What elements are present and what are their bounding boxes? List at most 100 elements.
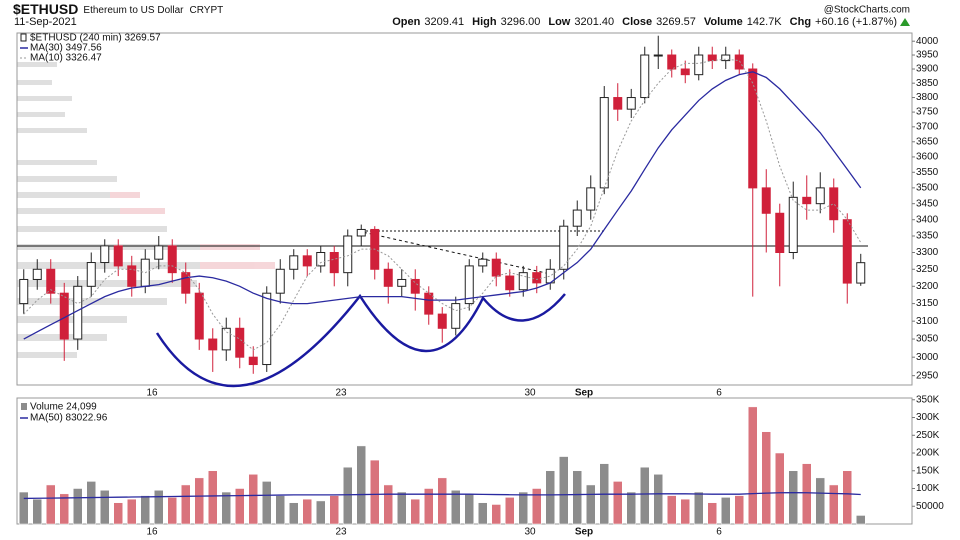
candle-body: [491, 258, 501, 277]
volume-bar: [262, 481, 272, 525]
x-tick-label: 30: [524, 527, 536, 538]
vbp-bar: [17, 262, 237, 269]
y-tick-label: 250K: [916, 430, 940, 441]
candle-body: [316, 252, 326, 267]
vbp-bar: [17, 176, 117, 182]
cup-annotation: [155, 293, 566, 388]
candle-body: [721, 54, 731, 62]
volume-bar: [410, 498, 420, 525]
candle-body: [613, 97, 623, 110]
candle-body: [19, 278, 29, 305]
quote-value: 142.7K: [747, 16, 783, 28]
volume-bar: [613, 481, 623, 525]
candle-body: [761, 187, 771, 214]
volume-bar: [194, 477, 204, 525]
volume-bar: [545, 470, 555, 525]
volume-bar: [775, 452, 785, 525]
vbp-bar: [17, 160, 97, 165]
candle-body: [707, 54, 717, 62]
volume-bar: [437, 477, 447, 525]
candle-body: [532, 272, 542, 284]
volume-bar: [113, 502, 123, 525]
legend-label: MA(10) 3326.47: [30, 53, 102, 64]
vbp-bar: [17, 192, 137, 198]
quote-value: 3269.57: [656, 16, 696, 28]
volume-bar: [343, 466, 353, 525]
y-tick-label: 2950: [916, 370, 939, 381]
volume-bar: [856, 515, 866, 525]
volume-bar: [626, 491, 636, 525]
y-tick-label: 3100: [916, 316, 939, 327]
y-tick-label: 3300: [916, 247, 939, 258]
candle-body: [748, 68, 758, 189]
volume-bar: [329, 495, 339, 525]
candle-body: [208, 338, 218, 351]
candle-body: [32, 268, 42, 280]
quote-line: Open 3209.41 High 3296.00 Low 3201.40 Close 326…: [392, 16, 897, 28]
price-legend: $ETHUSD (240 min) 3269.57 MA(30) 3497.56…: [20, 33, 161, 64]
volume-bar: [505, 497, 515, 525]
candle-body: [559, 225, 569, 270]
vbp-bar: [110, 192, 140, 198]
candle-body: [86, 262, 96, 287]
candle-body: [437, 313, 447, 329]
volume-bar: [46, 484, 56, 525]
y-tick-label: 3800: [916, 92, 939, 103]
volume-bar: [424, 488, 434, 525]
candle-body: [154, 245, 164, 260]
y-tick-label: 3350: [916, 231, 939, 242]
y-tick-label: 3400: [916, 214, 939, 225]
change-arrow: [900, 18, 910, 26]
volume-bar: [208, 470, 218, 525]
vbp-bar: [17, 298, 167, 305]
candle-body: [734, 54, 744, 70]
y-tick-label: 50000: [916, 501, 944, 512]
volume-bar: [815, 477, 825, 525]
instrument-name: Ethereum to US Dollar: [83, 5, 184, 16]
y-tick-label: 3150: [916, 298, 939, 309]
moving-average: [23, 58, 862, 351]
candle-body: [694, 54, 704, 76]
y-tick-label: 300K: [916, 412, 940, 423]
volume-moving-average: [23, 491, 861, 500]
volume-bar: [694, 491, 704, 525]
y-tick-label: 3700: [916, 121, 939, 132]
candle-body: [829, 187, 839, 221]
candle-body: [383, 268, 393, 287]
volume-bar: [383, 484, 393, 525]
quote-label: Volume: [704, 16, 743, 28]
vbp-bar: [17, 80, 52, 85]
volume-bar: [680, 498, 690, 525]
vbp-bar: [200, 262, 275, 269]
candle-body: [100, 245, 110, 264]
candle-body: [788, 196, 798, 254]
volume-bar: [653, 474, 663, 525]
y-tick-label: 3250: [916, 264, 939, 275]
volume-bar: [464, 493, 474, 525]
candle-body: [464, 265, 474, 305]
candle-body: [113, 245, 123, 267]
legend-label: Volume 24,099: [30, 402, 97, 413]
symbol: $ETHUSD: [13, 1, 78, 17]
date: 11-Sep-2021: [14, 16, 77, 28]
quote-value: 3201.40: [574, 16, 614, 28]
volume-bar: [748, 406, 758, 525]
quote-label: Low: [548, 16, 570, 28]
y-tick-label: 350K: [916, 394, 940, 405]
exchange: CRYPT: [190, 5, 224, 16]
candle-body: [356, 228, 366, 237]
vbp-bar: [17, 112, 65, 117]
y-tick-label: 150K: [916, 465, 940, 476]
candle-body: [842, 219, 852, 284]
candle-body: [518, 272, 528, 291]
volume-bar: [289, 502, 299, 525]
y-tick-label: 3650: [916, 136, 939, 147]
vbp-bar: [17, 96, 72, 101]
candle-body: [302, 255, 312, 267]
volume-bar: [100, 490, 110, 525]
volume-bar: [842, 470, 852, 525]
x-tick-label: 16: [146, 527, 158, 538]
volume-bar: [667, 495, 677, 525]
volume-bar: [32, 498, 42, 525]
